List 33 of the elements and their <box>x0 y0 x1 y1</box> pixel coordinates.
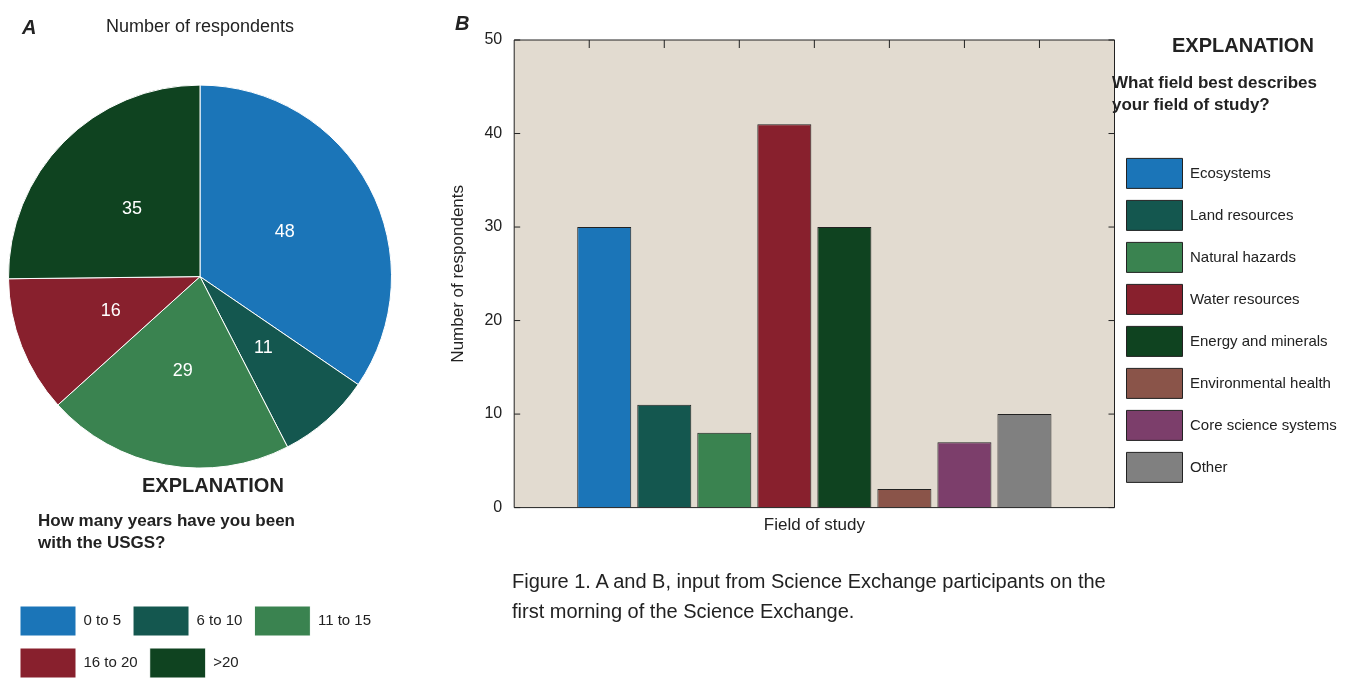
data-label: 11 <box>254 337 273 358</box>
legend-label: 0 to 5 <box>83 611 122 629</box>
y-tick-label: 30 <box>484 217 503 235</box>
y-tick-label: 40 <box>484 123 503 141</box>
data-label: 16 <box>100 300 121 321</box>
legend-title: How many years have you been with the USGS? <box>38 510 296 554</box>
caption: Figure 1. A and B, input from Science Exchange participants on the first morning of the Science Exchange. <box>512 569 1107 624</box>
y-tick-label: 50 <box>484 30 503 48</box>
legend-label: Environmental health <box>1190 373 1331 391</box>
text: EXPLANATION <box>142 474 284 497</box>
y-axis-title: Number of respondents <box>447 184 467 363</box>
legend-label: Ecosystems <box>1190 163 1271 181</box>
y-tick-label: 0 <box>493 498 503 516</box>
data-label: 48 <box>274 220 295 241</box>
legend-label: Water resources <box>1190 289 1300 307</box>
legend-label: Other <box>1190 457 1228 475</box>
legend-label: Natural hazards <box>1190 247 1296 265</box>
y-tick-label: 20 <box>484 310 503 328</box>
legend-label: 11 to 15 <box>317 611 372 629</box>
data-label: 35 <box>121 198 142 219</box>
text: EXPLANATION <box>1172 34 1314 57</box>
legend-label: >20 <box>213 653 239 671</box>
data-label: 29 <box>172 359 193 380</box>
chart-title: Number of respondents <box>105 15 295 36</box>
text: A <box>22 16 37 39</box>
y-tick-label: 10 <box>484 404 503 422</box>
text: B <box>455 12 470 35</box>
legend-label: 16 to 20 <box>83 653 138 671</box>
legend-label: 6 to 10 <box>196 611 243 629</box>
legend-label: Land resources <box>1190 205 1294 223</box>
legend-label: Core science systems <box>1190 415 1337 433</box>
legend-label: Energy and minerals <box>1190 331 1328 349</box>
x-axis-title: Field of study <box>763 515 866 535</box>
